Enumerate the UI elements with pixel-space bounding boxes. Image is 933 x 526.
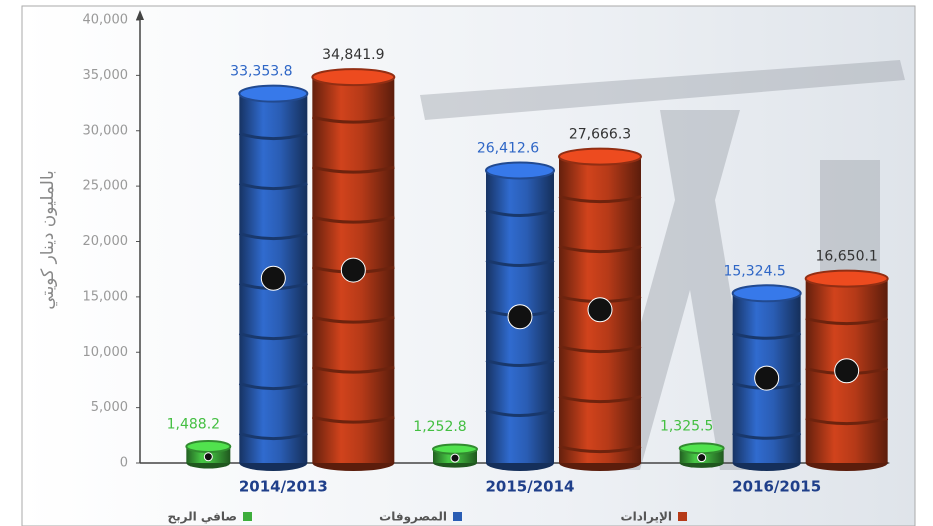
- barrel-top: [239, 86, 307, 102]
- y-axis-label: بالمليون دينار كويتي: [38, 170, 58, 309]
- barrel-logo: [451, 454, 459, 462]
- legend-label: الإيرادات: [621, 510, 672, 524]
- y-tick-label: 0: [120, 456, 128, 471]
- value-label: 15,324.5: [723, 263, 785, 279]
- barrel-logo: [261, 266, 285, 290]
- value-label: 1,488.2: [167, 417, 220, 433]
- barrel-logo: [755, 366, 779, 390]
- y-tick-label: 25,000: [83, 179, 129, 194]
- value-label: 16,650.1: [815, 249, 877, 265]
- barrel-top: [433, 445, 477, 454]
- value-label: 34,841.9: [322, 47, 384, 63]
- barrel-logo: [341, 258, 365, 282]
- barrel-logo: [698, 454, 706, 462]
- value-label: 1,325.5: [660, 418, 713, 434]
- y-tick-label: 5,000: [91, 400, 128, 415]
- barrel-logo: [588, 298, 612, 322]
- y-tick-label: 35,000: [83, 68, 129, 83]
- barrel-top: [559, 149, 641, 165]
- legend-label: صافي الربح: [167, 510, 237, 524]
- value-label: 26,412.6: [477, 140, 539, 156]
- value-label: 27,666.3: [569, 127, 631, 143]
- y-tick-label: 10,000: [83, 345, 129, 360]
- barrel-top: [186, 441, 230, 452]
- barrel-top: [733, 285, 801, 301]
- chart: بالمليون دينار كويتي 0 5,000 10,000 15,000 2…: [0, 0, 933, 526]
- barrel-top: [486, 162, 554, 178]
- y-tick-label: 15,000: [83, 289, 129, 304]
- legend-swatch: [453, 512, 462, 521]
- legend-label: المصروفات: [379, 510, 447, 525]
- value-label: 33,353.8: [230, 64, 292, 80]
- y-tick-label: 40,000: [83, 13, 129, 28]
- x-tick-label: 2016/2015: [732, 478, 821, 496]
- legend-swatch: [678, 512, 687, 521]
- y-tick-label: 30,000: [83, 123, 129, 138]
- value-label: 1,252.8: [413, 419, 466, 435]
- legend-swatch: [243, 512, 252, 521]
- x-tick-label: 2015/2014: [486, 478, 575, 496]
- barrel-top: [312, 69, 394, 85]
- barrel-logo: [508, 305, 532, 329]
- barrel-logo: [204, 453, 212, 461]
- x-tick-label: 2014/2013: [239, 478, 328, 496]
- barrel-logo: [835, 359, 859, 383]
- barrel-top: [806, 271, 888, 287]
- y-tick-label: 20,000: [83, 234, 129, 249]
- barrel-top: [680, 443, 724, 453]
